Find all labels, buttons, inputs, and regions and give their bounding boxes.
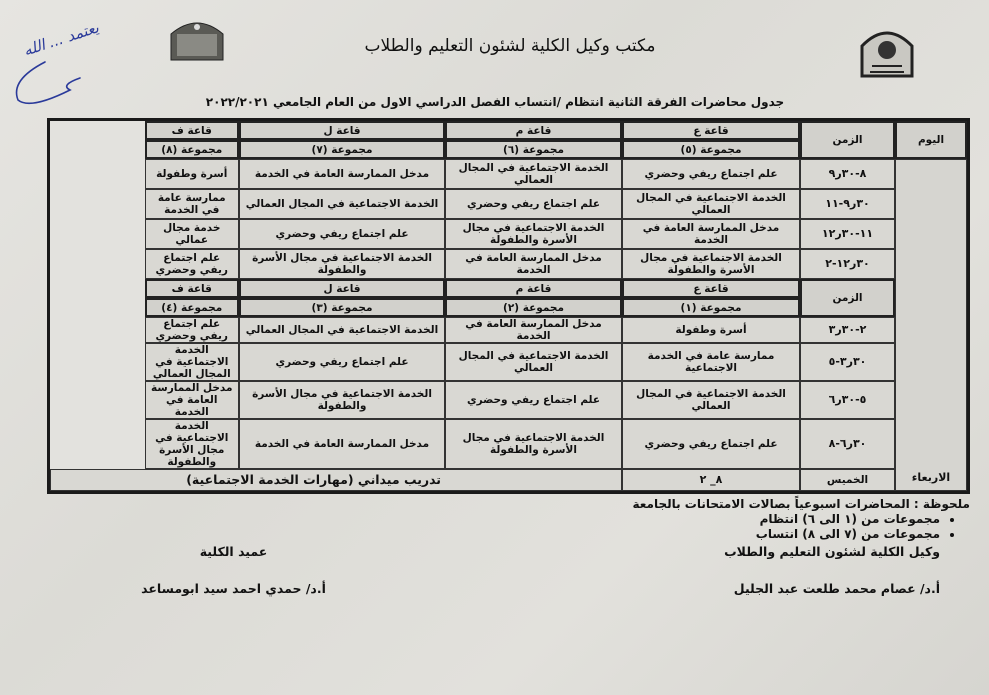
course-cell: مدخل الممارسة العامة في الخدمة bbox=[622, 219, 800, 249]
time-slot: ١١-٣٠ر١٢ bbox=[800, 219, 895, 249]
room-header: قاعة م bbox=[445, 279, 622, 298]
course-cell: الخدمة الاجتماعية في المجال العمالي bbox=[445, 343, 622, 381]
room-header: قاعة م bbox=[445, 121, 622, 140]
document-title: جدول محاضرات الفرقة الثانية انتظام /انتس… bbox=[205, 95, 785, 109]
faculty-logo-icon bbox=[170, 22, 224, 61]
time-slot: ٣٠ر٦-٨ bbox=[800, 419, 895, 469]
group-header: مجموعة (٦) bbox=[445, 140, 622, 159]
dean-name: أ.د/ حمدي احمد سيد ابومساعد bbox=[141, 581, 326, 596]
room-header: قاعة ف bbox=[144, 279, 239, 298]
time-slot: ٣٠ر٣-٥ bbox=[800, 343, 895, 381]
table-row: ٣٠ر١٢-٢ الخدمة الاجتماعية في مجال الأسرة … bbox=[50, 249, 967, 279]
course-cell: الخدمة الاجتماعية في المجال العمالي bbox=[622, 381, 800, 419]
time-slot: ٣٠ر١٢-٢ bbox=[800, 249, 895, 279]
rooms-header-row: اليوم الزمن قاعة ع قاعة م قاعة ل قاعة ف bbox=[50, 121, 967, 159]
course-cell: علم اجتماع ريفي وحضري bbox=[445, 189, 622, 219]
room-header: قاعة ع bbox=[622, 279, 800, 298]
course-cell: علم اجتماع ريفي وحضري bbox=[144, 317, 239, 343]
course-cell: ممارسة عامة في الخدمة الاجتماعية bbox=[622, 343, 800, 381]
field-training: تدريب ميداني (مهارات الخدمة الاجتماعية) bbox=[50, 469, 622, 491]
course-cell: أسرة وطفولة bbox=[144, 159, 239, 189]
document-body: اليوم الزمن قاعة ع قاعة م قاعة ل قاعة ف مجموعة… bbox=[47, 118, 970, 596]
groups-header-row: مجموعة (١) مجموعة (٢) مجموعة (٣) مجموعة (٤) bbox=[50, 298, 967, 317]
table-row: ٥-٣٠ر٦ الخدمة الاجتماعية في المجال العمال… bbox=[50, 381, 967, 419]
group-header: مجموعة (١) bbox=[622, 298, 800, 317]
group-header: مجموعة (٣) bbox=[239, 298, 445, 317]
course-cell: خدمة مجال عمالي bbox=[144, 219, 239, 249]
table-row: ٣٠ر٩-١١ الخدمة الاجتماعية في المجال العما… bbox=[50, 189, 967, 219]
course-cell: علم اجتماع ريفي وحضري bbox=[445, 381, 622, 419]
table-row: ١١-٣٠ر١٢ مدخل الممارسة العامة في الخدمة ال… bbox=[50, 219, 967, 249]
signatures: وكيل الكلية لشئون التعليم والطلاب أ.د/ ع… bbox=[47, 544, 970, 596]
course-cell: الخدمة الاجتماعية في المجال العمالي bbox=[622, 189, 800, 219]
note-item: مجموعات من (١ الى ٦) انتظام bbox=[47, 512, 940, 527]
room-header: قاعة ف bbox=[144, 121, 239, 140]
course-cell: مدخل الممارسة العامة في الخدمة bbox=[445, 249, 622, 279]
university-logo-icon bbox=[860, 31, 914, 78]
course-cell: علم اجتماع ريفي وحضري bbox=[622, 159, 800, 189]
room-header: قاعة ع bbox=[622, 121, 800, 140]
day-wednesday: الاربعاء bbox=[895, 159, 967, 491]
group-header: مجموعة (٥) bbox=[622, 140, 800, 159]
course-cell: الخدمة الاجتماعية في مجال الأسرة والطفول… bbox=[445, 419, 622, 469]
time-header: الزمن bbox=[800, 279, 895, 317]
vice-dean-name: أ.د/ عصام محمد طلعت عبد الجليل bbox=[733, 581, 940, 596]
course-cell: الخدمة الاجتماعية في مجال الأسرة والطفول… bbox=[445, 219, 622, 249]
thursday-row: الخميس ٨_ ٢ تدريب ميداني (مهارات الخدمة ال… bbox=[50, 469, 967, 491]
group-header: مجموعة (٢) bbox=[445, 298, 622, 317]
course-cell: الخدمة الاجتماعية في مجال الأسرة والطفول… bbox=[622, 249, 800, 279]
schedule-table: اليوم الزمن قاعة ع قاعة م قاعة ل قاعة ف مجموعة… bbox=[47, 118, 970, 494]
group-header: مجموعة (٧) bbox=[239, 140, 445, 159]
course-cell: الخدمة الاجتماعية في المجال العمالي bbox=[144, 343, 239, 381]
rooms-header-row: الزمن قاعة ع قاعة م قاعة ل قاعة ف bbox=[50, 279, 967, 317]
course-cell: أسرة وطفولة bbox=[622, 317, 800, 343]
groups-header-row: مجموعة (٥) مجموعة (٦) مجموعة (٧) مجموعة (٨) bbox=[50, 140, 967, 159]
day-header: اليوم bbox=[895, 121, 967, 159]
course-cell: الخدمة الاجتماعية في المجال العمالي bbox=[239, 317, 445, 343]
day-thursday: الخميس bbox=[800, 469, 895, 491]
group-header: مجموعة (٤) bbox=[144, 298, 239, 317]
room-header: قاعة ل bbox=[239, 279, 445, 298]
group-header: مجموعة (٨) bbox=[144, 140, 239, 159]
course-cell: الخدمة الاجتماعية في المجال العمالي bbox=[445, 159, 622, 189]
course-cell: علم اجتماع ريفي وحضري bbox=[622, 419, 800, 469]
course-cell: علم اجتماع ريفي وحضري bbox=[239, 219, 445, 249]
course-cell: الخدمة الاجتماعية في مجال الأسرة والطفول… bbox=[144, 419, 239, 469]
course-cell: مدخل الممارسة العامة في الخدمة bbox=[239, 419, 445, 469]
course-cell: الخدمة الاجتماعية في مجال الأسرة والطفول… bbox=[239, 249, 445, 279]
time-slot: ٣٠ر٩-١١ bbox=[800, 189, 895, 219]
dean-title: عميد الكلية bbox=[199, 544, 268, 559]
course-cell: ممارسة عامة في الخدمة bbox=[144, 189, 239, 219]
office-title: مكتب وكيل الكلية لشئون التعليم والطلاب bbox=[364, 36, 656, 56]
time-slot: ٨_ ٢ bbox=[622, 469, 800, 491]
table-row: ٢-٣٠ر٣ أسرة وطفولة مدخل الممارسة العامة في… bbox=[50, 317, 967, 343]
course-cell: مدخل الممارسة العامة في الخدمة bbox=[445, 317, 622, 343]
notes: ملحوظة : المحاضرات اسبوعياً بصالات الامت… bbox=[47, 497, 970, 542]
time-slot: ٥-٣٠ر٦ bbox=[800, 381, 895, 419]
course-cell: الخدمة الاجتماعية في مجال الأسرة والطفول… bbox=[239, 381, 445, 419]
time-header: الزمن bbox=[800, 121, 895, 159]
table-row: ٣٠ر٦-٨ علم اجتماع ريفي وحضري الخدمة الاجتم… bbox=[50, 419, 967, 469]
table-row: ٣٠ر٣-٥ ممارسة عامة في الخدمة الاجتماعية ال… bbox=[50, 343, 967, 381]
handwritten-signature bbox=[15, 61, 81, 105]
room-header: قاعة ل bbox=[239, 121, 445, 140]
course-cell: علم اجتماع ريفي وحضري bbox=[144, 249, 239, 279]
notes-title: ملحوظة : المحاضرات اسبوعياً بصالات الامت… bbox=[632, 497, 970, 511]
table-row: الاربعاء ٨-٣٠ر٩ علم اجتماع ريفي وحضري الخدم… bbox=[50, 159, 967, 491]
time-slot: ٢-٣٠ر٣ bbox=[800, 317, 895, 343]
time-slot: ٨-٣٠ر٩ bbox=[800, 159, 895, 189]
course-cell: مدخل الممارسة العامة في الخدمة bbox=[239, 159, 445, 189]
course-cell: علم اجتماع ريفي وحضري bbox=[239, 343, 445, 381]
vice-dean-title: وكيل الكلية لشئون التعليم والطلاب bbox=[724, 544, 940, 559]
course-cell: الخدمة الاجتماعية في المجال العمالي bbox=[239, 189, 445, 219]
note-item: مجموعات من (٧ الى ٨) انتساب bbox=[47, 527, 940, 542]
course-cell: مدخل الممارسة العامة في الخدمة bbox=[144, 381, 239, 419]
